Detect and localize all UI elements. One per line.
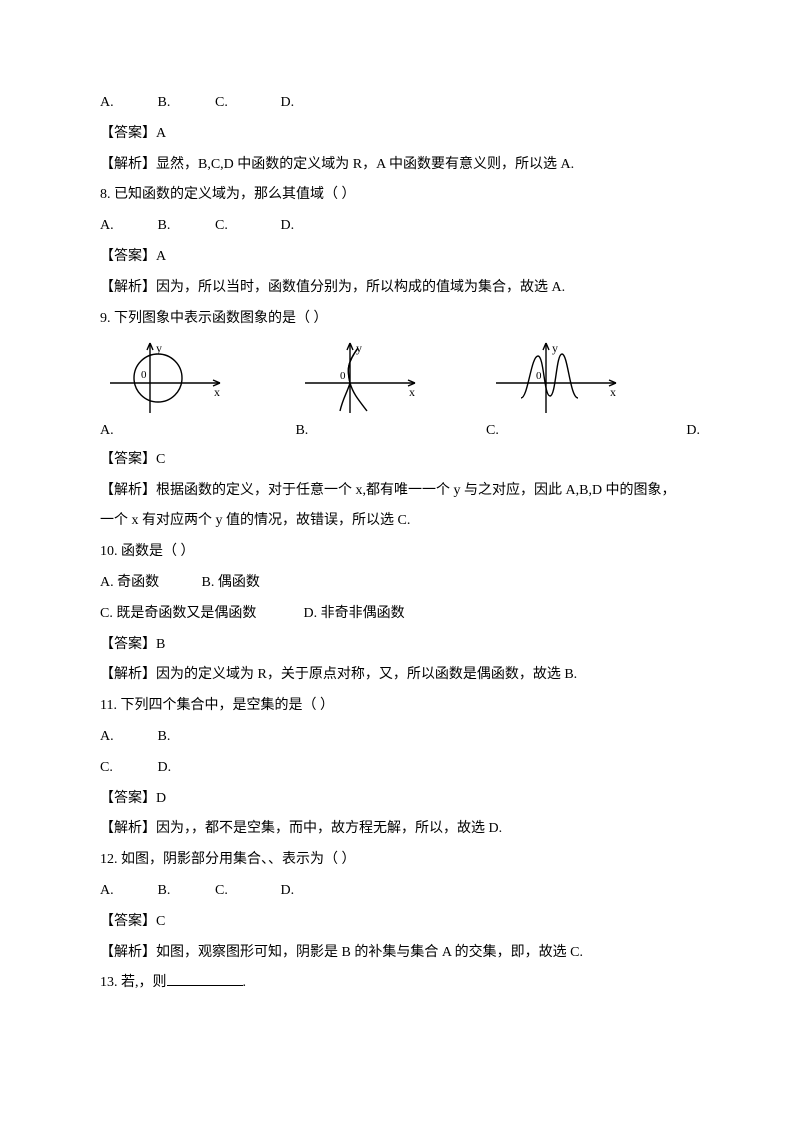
answer-9: 【答案】C [100,445,700,476]
graph-d-wrap: D. [686,338,700,442]
q13-blank [167,971,243,986]
q12-opt-b: B. [158,876,212,907]
q10-opt-a: A. 奇函数 [100,568,198,599]
answer-11: 【答案】D [100,784,700,815]
answer-7: 【答案】A [100,119,700,150]
question-13: 13. 若,，则. [100,968,700,999]
graph-row: y 0 x A. y 0 x B. [100,334,700,444]
explanation-9a: 【解析】根据函数的定义，对于任意一个 x,都有唯一一个 y 与之对应，因此 A,… [100,476,700,507]
opt-c: C. [215,88,277,119]
question-9: 9. 下列图象中表示函数图象的是（ ） [100,304,700,335]
explanation-10: 【解析】因为的定义域为 R，关于原点对称，又，所以函数是偶函数，故选 B. [100,660,700,691]
q11-opt-b: B. [158,729,171,744]
question-8: 8. 已知函数的定义域为，那么其值域（ ） [100,180,700,211]
q10-opt-d: D. 非奇非偶函数 [304,606,405,621]
origin-b: 0 [340,370,346,382]
graph-a-wrap: y 0 x A. [100,338,295,442]
top-options-row: A. B. C. D. [100,88,700,119]
graph-b-wrap: y 0 x B. [295,338,486,442]
opt-a: A. [100,88,154,119]
options-10-row2: C. 既是奇函数又是偶函数 D. 非奇非偶函数 [100,599,700,630]
q8-opt-d: D. [281,211,295,242]
page: A. B. C. D. 【答案】A 【解析】显然，B,C,D 中函数的定义域为 … [0,0,800,1132]
graph-b: y 0 x [295,338,425,418]
graph-c: y 0 x [486,338,626,418]
q8-opt-c: C. [215,211,277,242]
graph-a: y 0 x [100,338,230,418]
axis-y-a: y [156,341,162,355]
q12-opt-a: A. [100,876,154,907]
options-11-row2: C. D. [100,753,700,784]
axis-x-a: x [214,385,220,399]
question-11: 11. 下列四个集合中，是空集的是（ ） [100,691,700,722]
graph-label-b: B. [295,420,308,442]
q8-opt-a: A. [100,211,154,242]
q11-opt-c: C. [100,753,154,784]
graph-label-d: D. [686,420,700,442]
graph-label-a: A. [100,420,114,442]
explanation-11: 【解析】因为，，都不是空集，而中，故方程无解，所以，故选 D. [100,814,700,845]
options-11-row1: A. B. [100,722,700,753]
origin-a: 0 [141,369,147,381]
axis-x-c: x [610,385,616,399]
options-10-row1: A. 奇函数 B. 偶函数 [100,568,700,599]
axis-y-b: y [356,341,362,355]
q12-opt-d: D. [281,876,295,907]
axis-y-c: y [552,341,558,355]
opt-d: D. [281,88,295,119]
q12-opt-c: C. [215,876,277,907]
origin-c: 0 [536,370,542,382]
explanation-9b: 一个 x 有对应两个 y 值的情况，故错误，所以选 C. [100,506,700,537]
options-12: A. B. C. D. [100,876,700,907]
q10-opt-b: B. 偶函数 [202,575,260,590]
q13-post: . [243,975,247,990]
explanation-8: 【解析】因为，所以当时，函数值分别为，所以构成的值域为集合，故选 A. [100,273,700,304]
q8-opt-b: B. [158,211,212,242]
answer-8: 【答案】A [100,242,700,273]
graph-c-wrap: y 0 x C. [486,338,686,442]
answer-12: 【答案】C [100,907,700,938]
question-10: 10. 函数是（ ） [100,537,700,568]
question-12: 12. 如图，阴影部分用集合、、表示为（ ） [100,845,700,876]
answer-10: 【答案】B [100,630,700,661]
q11-opt-a: A. [100,722,154,753]
options-8: A. B. C. D. [100,211,700,242]
axis-x-b: x [409,385,415,399]
q10-opt-c: C. 既是奇函数又是偶函数 [100,599,300,630]
explanation-7: 【解析】显然，B,C,D 中函数的定义域为 R，A 中函数要有意义则，所以选 A… [100,150,700,181]
q11-opt-d: D. [158,760,172,775]
q13-pre: 13. 若,，则 [100,975,167,990]
opt-b: B. [158,88,212,119]
graph-label-c: C. [486,420,499,442]
explanation-12: 【解析】如图，观察图形可知，阴影是 B 的补集与集合 A 的交集，即，故选 C. [100,938,700,969]
